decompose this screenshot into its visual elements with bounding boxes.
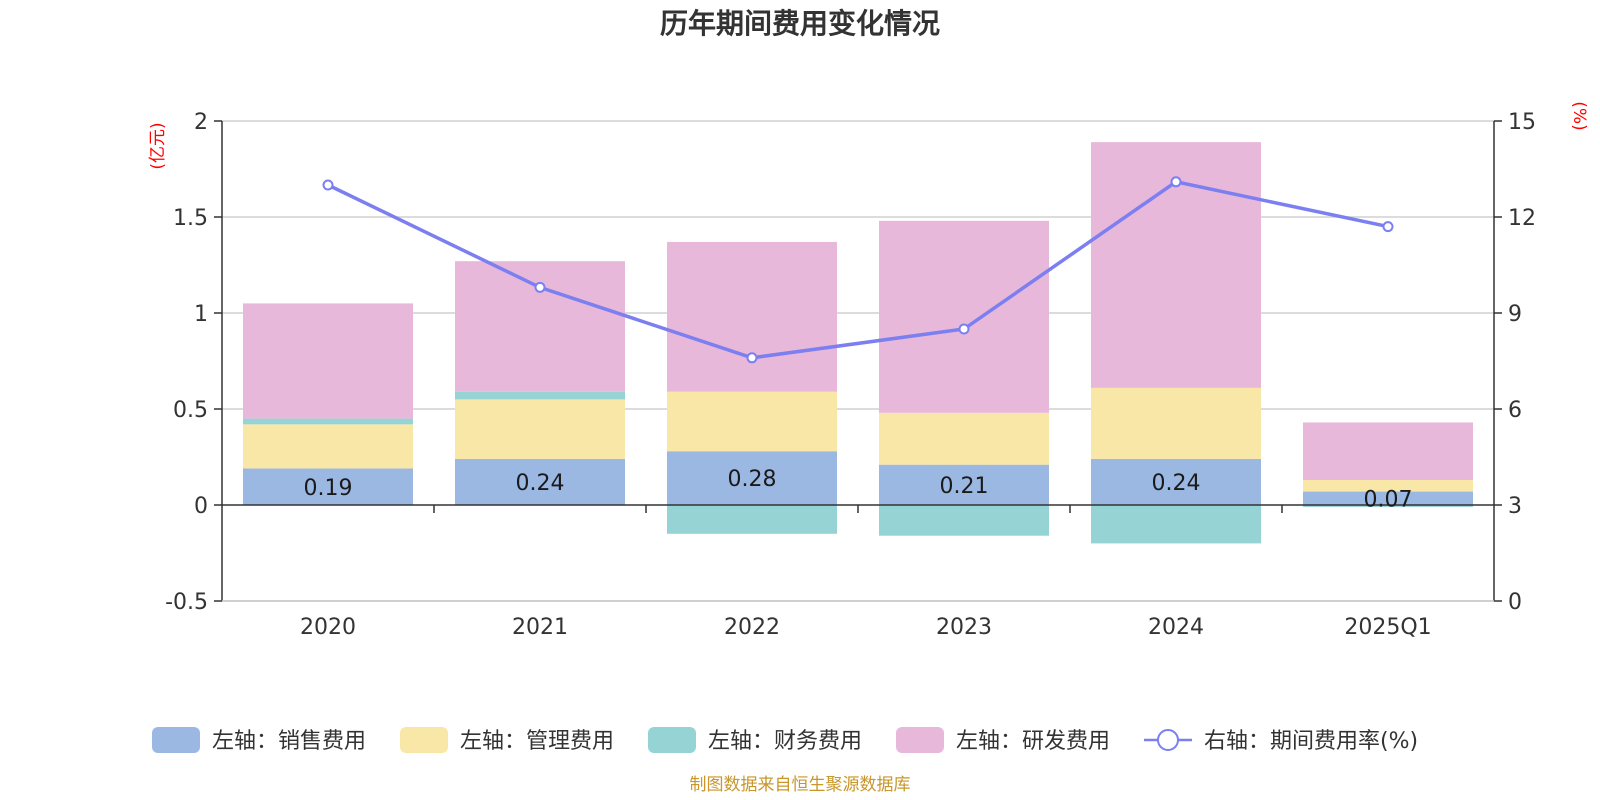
rate-line-path — [327, 179, 1389, 360]
legend: 左轴：销售费用 左轴：管理费用 左轴：财务费用 左轴：研发费用 右轴：期间费用率(%) — [152, 727, 1418, 754]
left-tick-label: 1 — [194, 302, 208, 327]
bar-segment — [667, 241, 837, 392]
left-tick-label: 1.5 — [173, 206, 208, 231]
bar-segment — [667, 451, 837, 505]
data-labels: 0.19 0.24 0.28 0.21 0.24 0.07 — [304, 467, 1413, 512]
bar-data-label: 0.21 — [940, 474, 989, 499]
bar-segment — [879, 505, 1049, 536]
bar-segment — [455, 399, 625, 459]
bar-segment — [667, 505, 837, 534]
bar-data-label: 0.28 — [728, 467, 777, 492]
left-tick-label: 0 — [194, 494, 208, 519]
left-tick-label: 0.5 — [173, 398, 208, 423]
legend-label: 左轴：管理费用 — [460, 729, 614, 754]
right-axis-unit: (%) — [1569, 101, 1589, 130]
bar-segment — [1303, 480, 1473, 492]
right-tick-label: 9 — [1508, 302, 1522, 327]
legend-label: 左轴：财务费用 — [708, 729, 862, 754]
bar-segment — [1303, 505, 1473, 507]
bar-segment — [1091, 387, 1261, 459]
bar-segment — [243, 468, 413, 505]
bars — [243, 142, 1473, 544]
legend-label: 左轴：研发费用 — [956, 729, 1110, 754]
left-tick-label: 2 — [194, 110, 208, 135]
left-axis-unit: (亿元) — [148, 122, 168, 169]
category-label: 2022 — [724, 615, 780, 640]
legend-swatch — [648, 727, 696, 753]
category-label: 2023 — [936, 615, 992, 640]
legend-swatch — [400, 727, 448, 753]
rate-line-point — [746, 352, 758, 364]
bar-segment — [879, 412, 1049, 465]
right-tick-label: 15 — [1508, 110, 1536, 135]
legend-line-marker — [1157, 729, 1179, 751]
axes — [214, 120, 1502, 602]
right-tick-label: 6 — [1508, 398, 1522, 423]
bar-segment — [667, 391, 837, 452]
right-tick-label: 3 — [1508, 494, 1522, 519]
source-note: 制图数据来自恒生聚源数据库 — [690, 775, 911, 795]
right-tick-label: 0 — [1508, 590, 1522, 615]
right-tick-label: 12 — [1508, 206, 1536, 231]
rate-line-point — [1170, 176, 1182, 188]
category-label: 2021 — [512, 615, 568, 640]
bar-data-label: 0.24 — [1152, 471, 1201, 496]
left-tick-label: -0.5 — [165, 590, 208, 615]
bar-data-label: 0.19 — [304, 476, 353, 501]
bar-segment — [1091, 458, 1261, 505]
rate-line-point — [322, 179, 334, 191]
bar-segment — [1303, 491, 1473, 505]
bar-data-label: 0.07 — [1364, 487, 1413, 512]
category-label: 2024 — [1148, 615, 1204, 640]
category-label: 2020 — [300, 615, 356, 640]
legend-label: 左轴：销售费用 — [212, 729, 366, 754]
bar-segment — [1303, 422, 1473, 481]
bar-data-label: 0.24 — [516, 471, 565, 496]
bar-segment — [879, 220, 1049, 413]
bar-segment — [455, 391, 625, 400]
legend-swatch — [152, 727, 200, 753]
category-label: 2025Q1 — [1344, 615, 1431, 640]
rate-line-point — [534, 281, 546, 293]
bar-segment — [1091, 505, 1261, 544]
bar-segment — [455, 261, 625, 392]
bar-segment — [243, 418, 413, 425]
bar-segment — [879, 464, 1049, 505]
chart-title: 历年期间费用变化情况 — [660, 7, 940, 40]
legend-label: 右轴：期间费用率(%) — [1204, 729, 1418, 754]
bar-segment — [455, 458, 625, 505]
legend-swatch — [896, 727, 944, 753]
rate-line-point — [1382, 221, 1394, 233]
tick-labels: 2 1.5 1 0.5 0 -0.5 15 12 9 6 3 0 2020 2021 2022 2023 202… — [165, 110, 1536, 640]
rate-line — [322, 176, 1394, 364]
rate-line-point — [958, 323, 970, 335]
bar-segment — [243, 424, 413, 469]
bar-segment — [243, 303, 413, 419]
